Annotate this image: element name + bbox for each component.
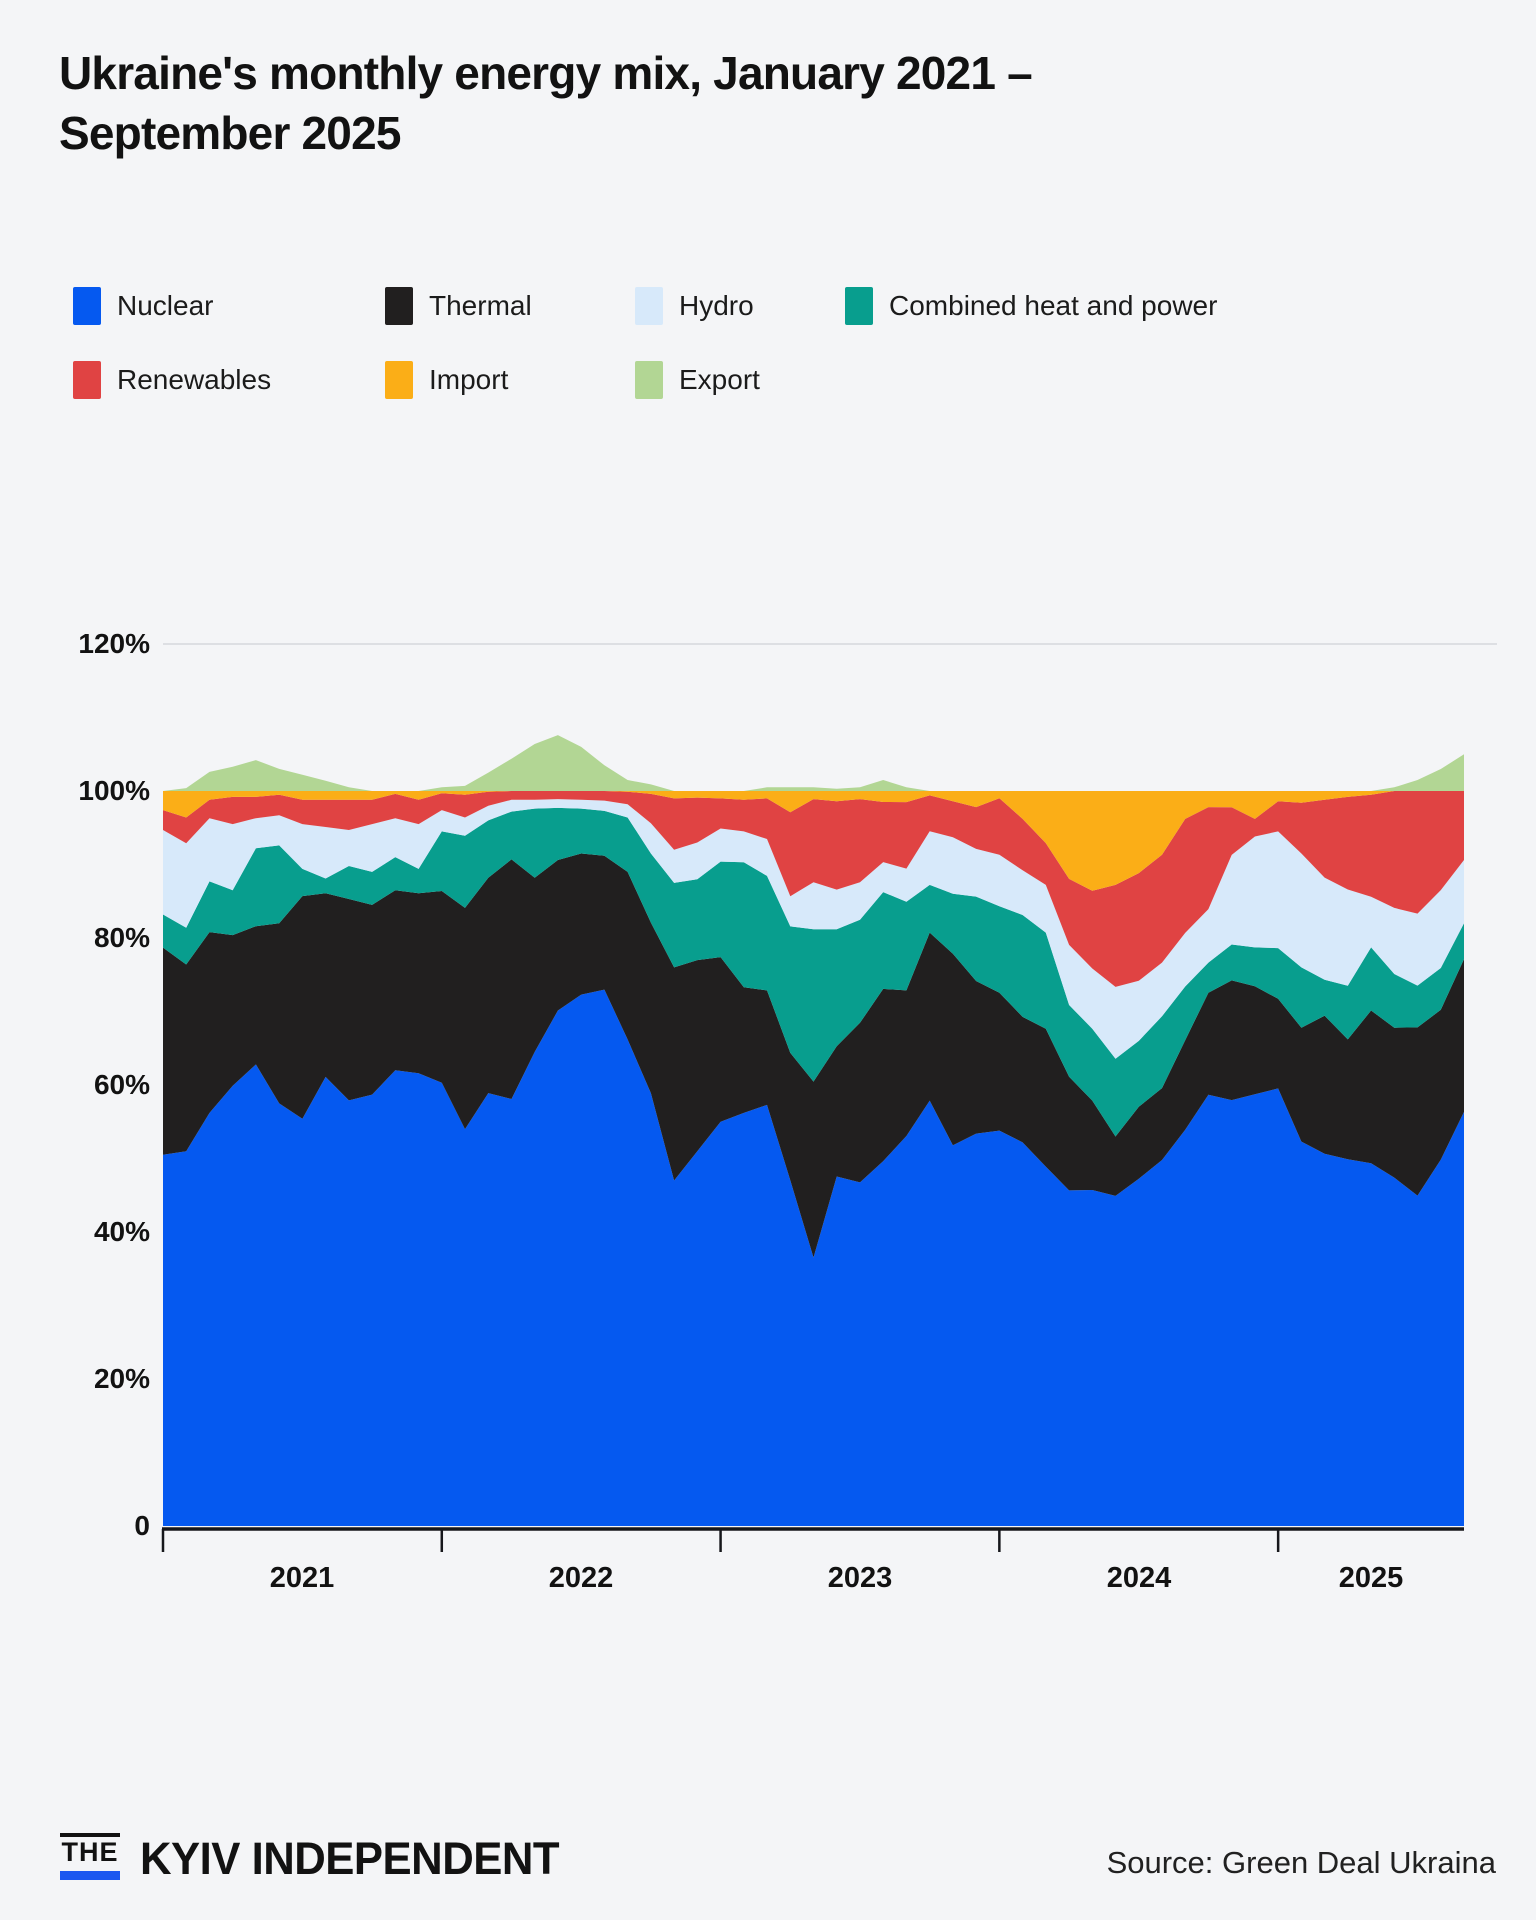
area-hydro [163,799,1464,1059]
y-axis-label: 40% [93,1216,150,1247]
x-axis-label: 2023 [827,1562,893,1594]
legend-item-renewables: Renewables [73,360,271,400]
legend-item-nuclear: Nuclear [73,286,213,326]
legend-label: Thermal [429,290,532,321]
thermal-swatch-icon [385,287,413,325]
legend-label: Hydro [679,290,754,321]
legend-label: Export [679,364,760,395]
area-chp [163,807,1464,1137]
import-swatch-icon [385,361,413,399]
legend-item-export: Export [635,360,760,400]
renewables-swatch-icon [73,361,101,399]
y-axis-label: 20% [93,1363,150,1394]
legend-label: Import [429,364,509,395]
area-export [163,735,1464,791]
legend-item-import: Import [385,360,508,400]
hydro-swatch-icon [635,287,663,325]
logo-the-block: THE [60,1833,120,1883]
nuclear-swatch-icon [73,287,101,325]
legend-label: Combined heat and power [889,290,1218,321]
x-axis-label: 2022 [548,1562,614,1594]
legend-item-hydro: Hydro [635,286,754,326]
y-axis-label: 80% [93,922,150,953]
y-axis-label: 120% [78,628,150,659]
page-title: Ukraine's monthly energy mix, January 20… [59,47,1033,159]
y-axis-label: 60% [93,1069,150,1100]
y-axis-label: 0 [134,1510,150,1541]
logo-the-text: THE [61,1837,119,1867]
logo-brand-name: KYIV INDEPENDENT [140,1833,560,1885]
logo-topbar [60,1833,120,1837]
source-credit: Source: Green Deal Ukraina [1106,1845,1496,1880]
y-axis-label: 100% [78,775,150,806]
legend-item-chp: Combined heat and power [845,286,1217,326]
x-axis-label: 2021 [269,1562,335,1594]
chp-swatch-icon [845,287,873,325]
legend-label: Nuclear [117,290,214,321]
area-thermal [163,853,1464,1258]
x-axis-label: 2025 [1338,1562,1404,1594]
x-axis-label: 2024 [1106,1562,1172,1594]
area-renewables [163,791,1464,987]
legend-item-thermal: Thermal [385,286,532,326]
legend-label: Renewables [117,364,272,395]
export-swatch-icon [635,361,663,399]
area-nuclear [163,989,1464,1526]
area-import [163,791,1464,891]
logo-blue-underline [60,1871,120,1881]
kyiv-independent-logo: THE KYIV INDEPENDENT [60,1833,572,1883]
